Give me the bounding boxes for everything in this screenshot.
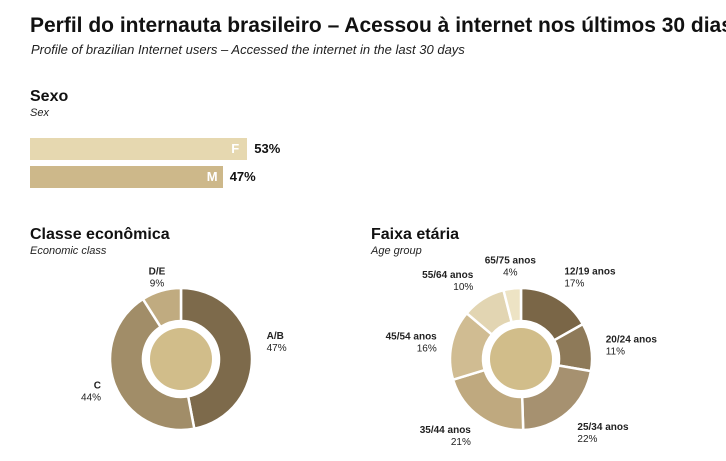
class-slice-d-e [141, 286, 183, 329]
age-value-25-34-anos: 22% [577, 434, 597, 445]
class-slice-c [108, 297, 196, 432]
bar-f [30, 138, 248, 160]
sex-chart-title: Sexo [30, 88, 69, 105]
class-center [150, 328, 212, 390]
class-value-d-e: 9% [150, 278, 165, 289]
age-label-45-54-anos: 45/54 anos [386, 332, 438, 343]
age-value-45-54-anos: 16% [417, 344, 437, 355]
class-chart-title: Classe econômica [30, 226, 170, 243]
age-chart-title: Faixa etária [371, 226, 460, 243]
age-center [490, 328, 552, 390]
bar-m [30, 166, 223, 188]
class-label-d-e: D/E [149, 266, 166, 277]
bar-label-m: M [206, 169, 218, 184]
age-chart-subtitle: Age group [371, 245, 422, 257]
age-label-12-19-anos: 12/19 anos [564, 267, 616, 278]
class-label-c: C [94, 381, 101, 392]
age-label-25-34-anos: 25/34 anos [577, 422, 629, 433]
bar-label-f: F [231, 141, 240, 156]
class-label-a-b: A/B [267, 331, 284, 342]
class-slice-a-b [179, 286, 254, 431]
age-label-35-44-anos: 35/44 anos [420, 425, 472, 436]
sex-chart-subtitle: Sex [30, 107, 49, 119]
age-label-55-64-anos: 55/64 anos [422, 270, 474, 281]
age-value-12-19-anos: 17% [564, 279, 584, 290]
age-slice-65-75-anos [501, 286, 523, 324]
class-value-a-b: 47% [267, 343, 287, 354]
class-value-c: 44% [81, 393, 101, 404]
age-label-20-24-anos: 20/24 anos [606, 334, 658, 345]
age-value-65-75-anos: 4% [503, 268, 518, 279]
class-chart-subtitle: Economic class [30, 245, 107, 257]
age-value-20-24-anos: 11% [606, 346, 625, 357]
bar-value-m: 47% [229, 169, 256, 184]
age-label-65-75-anos: 65/75 anos [485, 256, 537, 267]
page-subtitle: Profile of brazilian Internet users – Ac… [31, 42, 465, 57]
age-value-55-64-anos: 10% [453, 282, 473, 293]
age-value-35-44-anos: 21% [451, 437, 471, 448]
bar-value-f: 53% [254, 141, 281, 156]
page-title: Perfil do internauta brasileiro – Acesso… [30, 14, 726, 37]
